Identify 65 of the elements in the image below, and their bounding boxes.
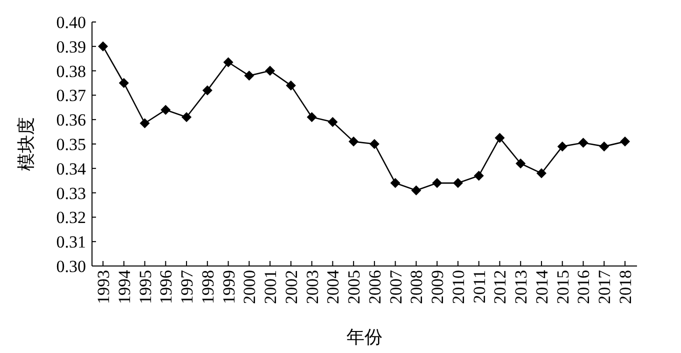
y-tick-label: 0.38 (56, 62, 86, 81)
x-tick-label: 1998 (198, 270, 218, 304)
y-tick-label: 0.35 (56, 134, 86, 154)
x-tick-label: 1994 (114, 270, 134, 304)
y-tick-label: 0.31 (56, 232, 86, 252)
x-tick-label: 2007 (386, 270, 406, 304)
y-tick-label: 0.32 (56, 208, 86, 228)
x-tick-label: 1997 (178, 270, 197, 304)
point (328, 117, 338, 128)
x-tick-label: 2005 (344, 270, 364, 304)
x-tick-label: 2001 (261, 270, 280, 304)
x-tick-label: 2013 (512, 270, 531, 304)
x-tick-label: 2003 (302, 270, 322, 304)
point (202, 85, 212, 96)
x-tick-label: 2006 (365, 270, 384, 304)
x-tick-label: 1999 (219, 270, 238, 304)
y-tick-label: 0.40 (56, 12, 86, 32)
point (557, 141, 568, 152)
x-tick-label: 2002 (282, 270, 301, 304)
point (494, 132, 505, 143)
point (536, 168, 546, 178)
y-axis-title: 模块度 (16, 117, 36, 171)
x-tick-label: 2009 (428, 270, 448, 304)
point (118, 78, 129, 88)
point (474, 170, 484, 181)
point (369, 139, 380, 149)
x-tick-label: 2011 (470, 270, 489, 304)
x-tick-label: 2012 (490, 270, 510, 304)
point (390, 178, 400, 188)
point (182, 112, 192, 122)
y-tick-label: 0.33 (56, 184, 86, 203)
y-tick-label: 0.39 (56, 37, 86, 56)
point (160, 104, 171, 115)
point (516, 158, 526, 169)
x-tick-label: 2008 (407, 270, 426, 304)
x-tick-label: 2015 (553, 270, 572, 304)
y-tick-label: 0.36 (56, 110, 86, 130)
x-tick-label: 2018 (616, 270, 635, 304)
y-tick-label: 0.34 (56, 159, 86, 178)
x-tick-label: 1996 (156, 270, 176, 304)
y-tick-label: 0.30 (56, 256, 86, 276)
x-tick-label: 1995 (136, 270, 155, 304)
x-tick-label: 2017 (595, 270, 614, 304)
point (223, 57, 234, 68)
point (452, 178, 463, 188)
point (265, 66, 276, 76)
x-tick-label: 2016 (574, 270, 594, 304)
x-tick-label: 2014 (532, 270, 552, 304)
point (348, 136, 359, 147)
point (244, 70, 254, 81)
point (306, 112, 317, 122)
x-tick-label: 2004 (324, 270, 343, 304)
point (98, 41, 108, 52)
point (432, 178, 442, 188)
x-tick-label: 2010 (448, 270, 468, 304)
point (286, 80, 296, 90)
y-tick-label: 0.37 (56, 86, 86, 106)
point (578, 138, 588, 148)
point (599, 141, 610, 152)
x-tick-label: 2000 (240, 270, 260, 304)
point (140, 118, 150, 128)
x-tick-label: 1993 (94, 270, 113, 304)
x-axis-title: 年份 (346, 327, 382, 347)
point (411, 185, 422, 196)
point (620, 136, 630, 147)
